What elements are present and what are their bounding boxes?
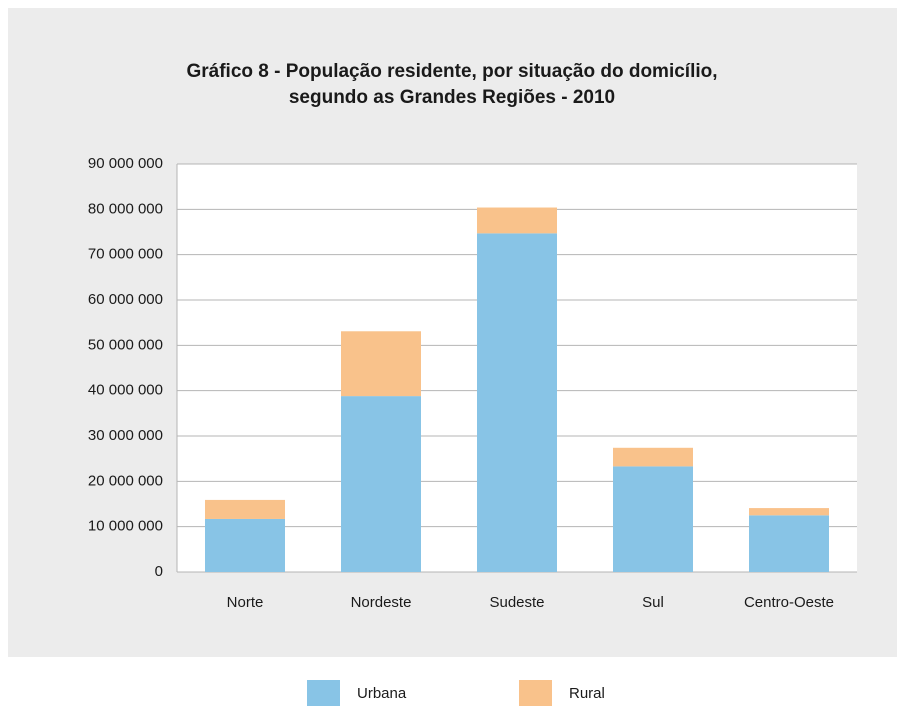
y-tick-label: 40 000 000 xyxy=(88,382,163,399)
x-tick-label: Nordeste xyxy=(351,594,412,611)
bar-segment xyxy=(613,447,693,467)
y-tick-label: 60 000 000 xyxy=(88,291,163,308)
bar-segment xyxy=(477,233,557,573)
y-tick-label: 90 000 000 xyxy=(88,155,163,172)
bar-segment xyxy=(341,396,421,572)
legend-label: Rural xyxy=(569,685,605,702)
y-tick-label: 70 000 000 xyxy=(88,246,163,263)
bar-segment xyxy=(477,207,557,234)
legend-swatch xyxy=(519,680,552,706)
legend-label: Urbana xyxy=(357,685,407,702)
bar-segment xyxy=(205,499,285,519)
bar-segment xyxy=(749,515,829,572)
x-tick-label: Sul xyxy=(642,594,664,611)
y-tick-label: 10 000 000 xyxy=(88,518,163,535)
chart-title: segundo as Grandes Regiões - 2010 xyxy=(289,87,615,108)
y-tick-label: 80 000 000 xyxy=(88,200,163,217)
legend-swatch xyxy=(307,680,340,706)
chart-title: Gráfico 8 - População residente, por sit… xyxy=(186,61,717,82)
x-tick-label: Sudeste xyxy=(489,594,544,611)
y-tick-label: 20 000 000 xyxy=(88,472,163,489)
bar-segment xyxy=(205,518,285,572)
x-tick-label: Centro-Oeste xyxy=(744,594,834,611)
bar-segment xyxy=(613,466,693,572)
x-tick-label: Norte xyxy=(227,594,264,611)
y-tick-label: 30 000 000 xyxy=(88,427,163,444)
bar-segment xyxy=(749,508,829,516)
y-tick-label: 50 000 000 xyxy=(88,336,163,353)
bar-segment xyxy=(341,331,421,397)
y-tick-label: 0 xyxy=(155,563,163,580)
